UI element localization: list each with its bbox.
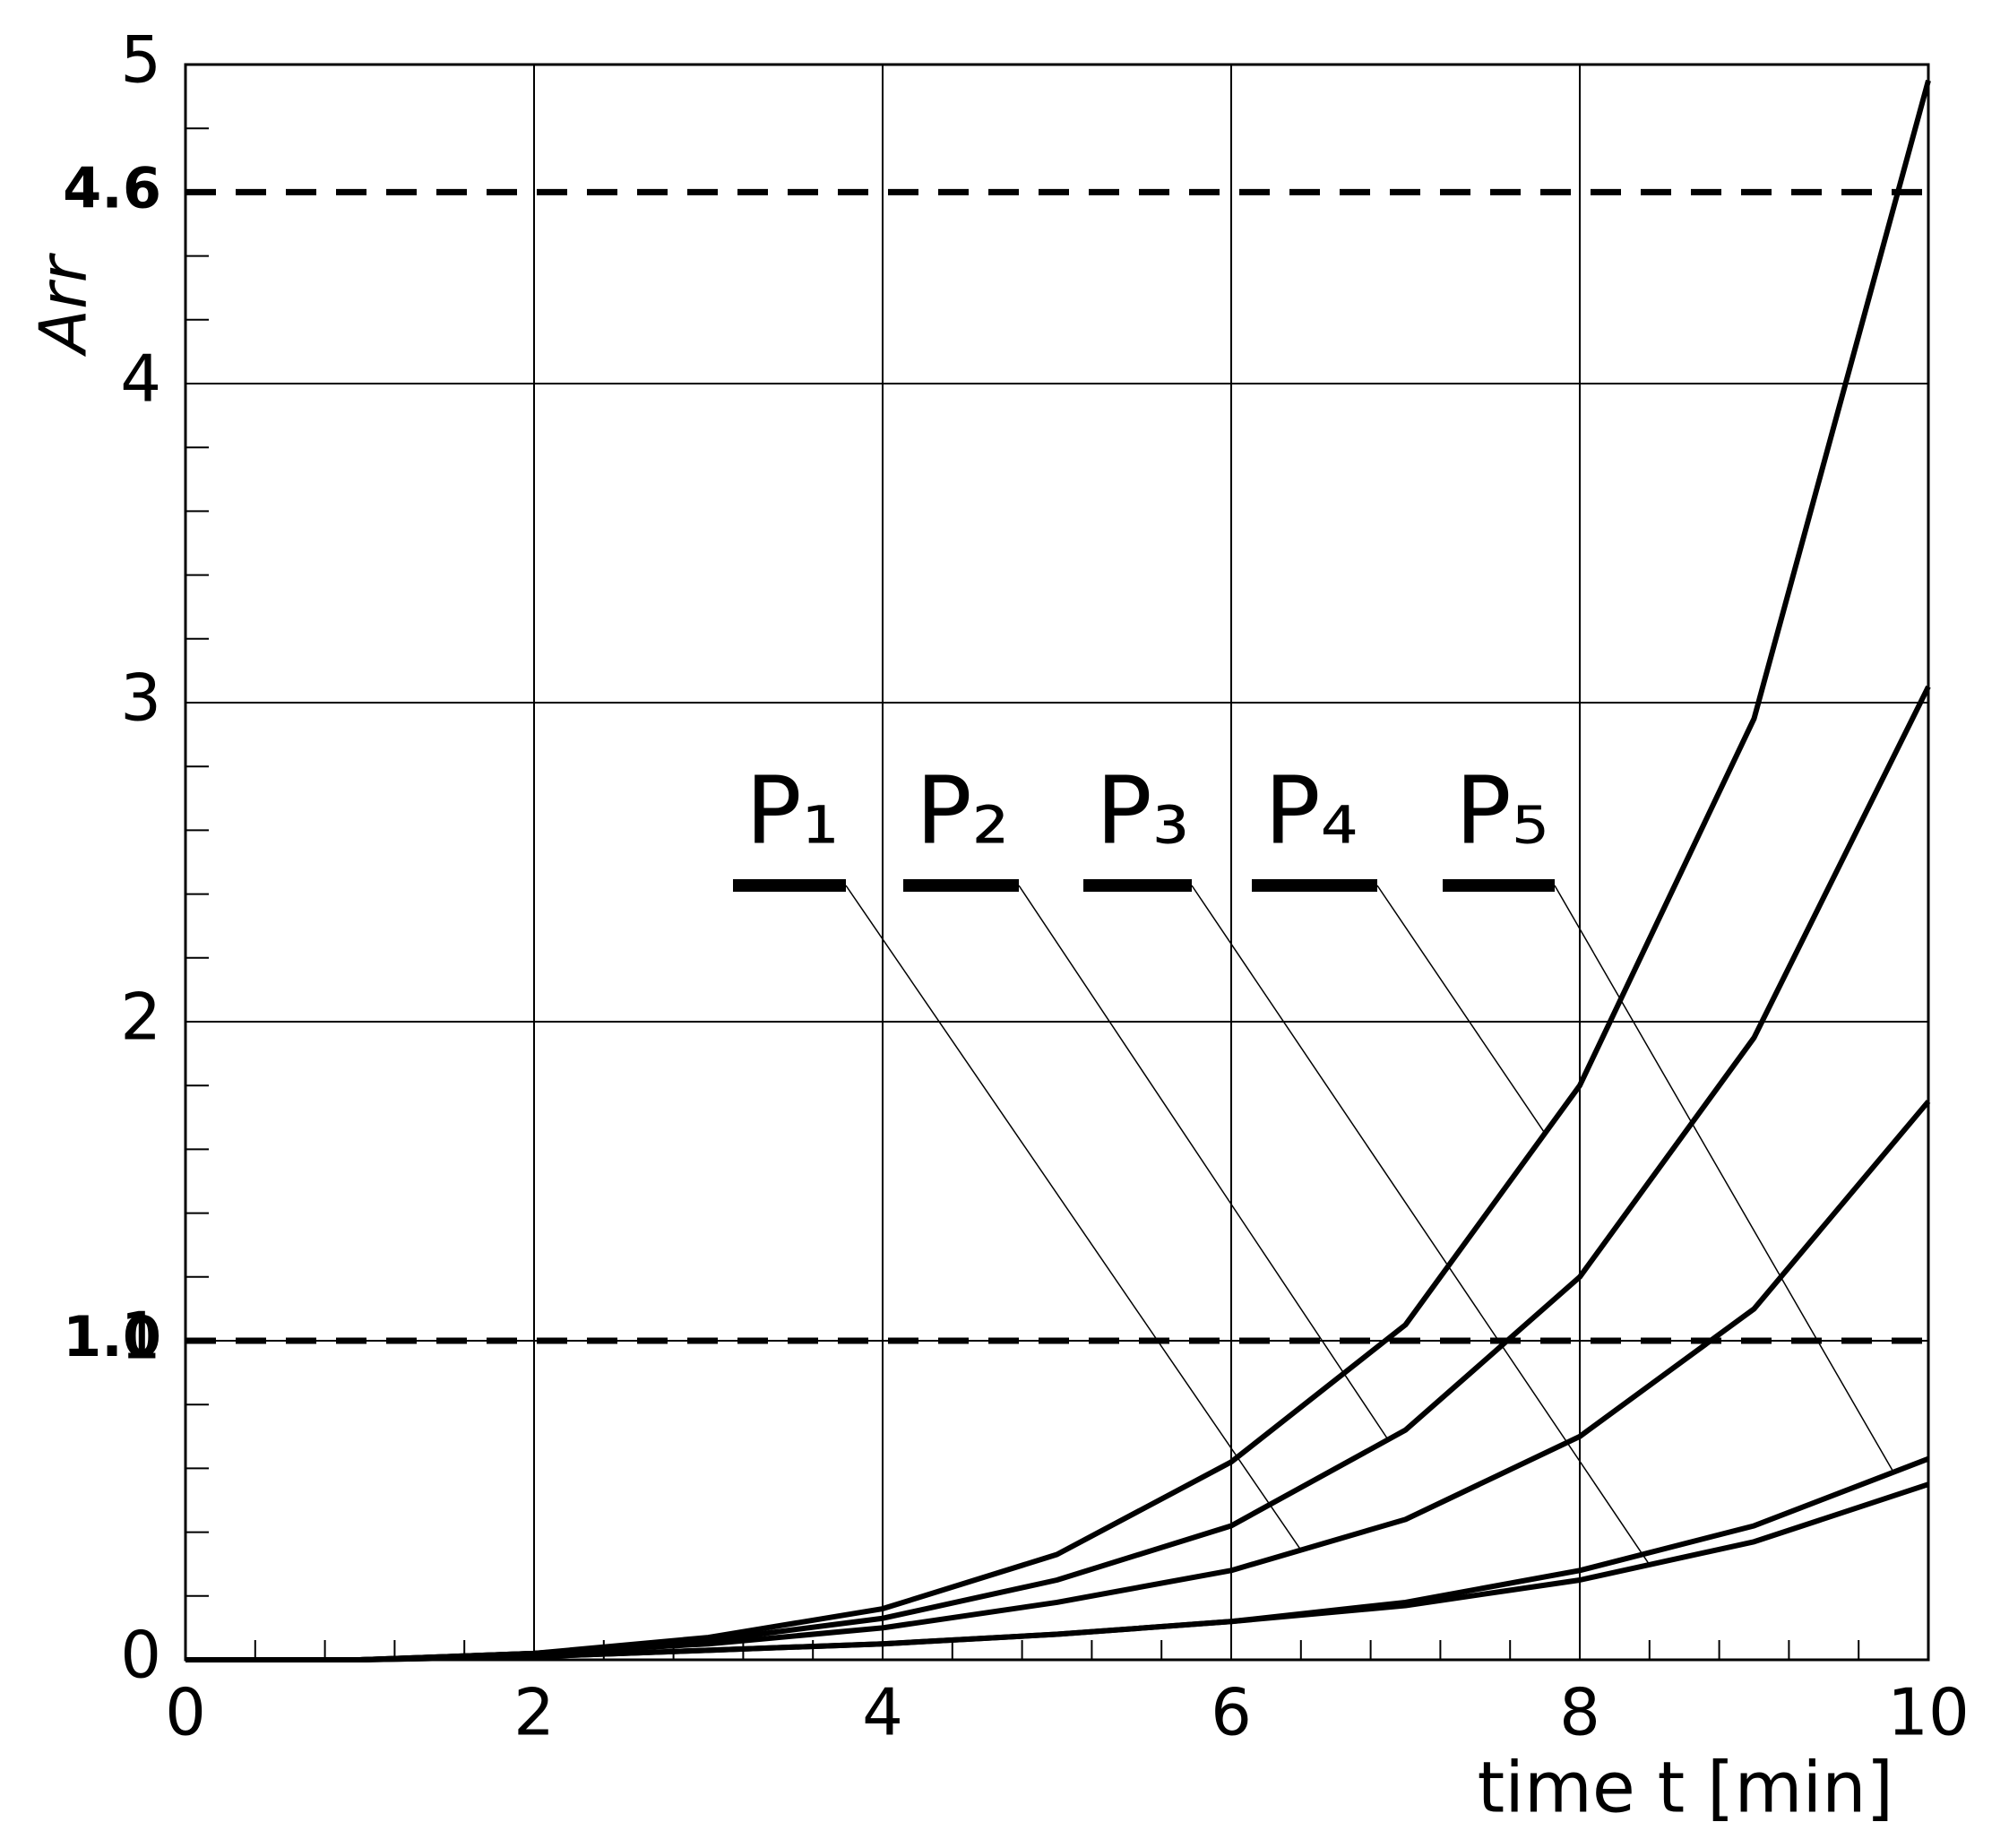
series-label: P₄ bbox=[1264, 756, 1358, 865]
y-tick-label: 0 bbox=[120, 1618, 161, 1693]
leader-line bbox=[1018, 885, 1389, 1440]
x-axis-label: time t [min] bbox=[1478, 1748, 1893, 1828]
series-label: P₅ bbox=[1455, 756, 1548, 865]
x-tick-label: 2 bbox=[513, 1675, 555, 1750]
series-line bbox=[185, 685, 1931, 1662]
series-label: P₃ bbox=[1096, 756, 1189, 865]
x-tick-label: 6 bbox=[1211, 1675, 1252, 1750]
y-tick-label: 2 bbox=[120, 980, 161, 1055]
x-tick-label: 4 bbox=[862, 1675, 903, 1750]
leader-line bbox=[845, 885, 1302, 1550]
y-tick-label: 4 bbox=[120, 341, 161, 417]
y-tick-label: 1 bbox=[120, 1299, 161, 1374]
x-tick-label: 10 bbox=[1887, 1675, 1970, 1750]
y-tick-label: 3 bbox=[120, 661, 161, 736]
x-tick-label: 0 bbox=[165, 1675, 206, 1750]
y-tick-label: 5 bbox=[120, 22, 161, 98]
x-tick-label: 8 bbox=[1559, 1675, 1600, 1750]
reference-label: 4.6 bbox=[63, 155, 161, 220]
leader-line bbox=[1191, 885, 1651, 1566]
series-label: P₂ bbox=[916, 756, 1009, 865]
series-line bbox=[185, 1100, 1931, 1662]
leader-line bbox=[1554, 885, 1894, 1473]
series-line bbox=[185, 1455, 1930, 1662]
series-line bbox=[185, 80, 1931, 1662]
series-label: P₁ bbox=[746, 756, 839, 865]
leader-line bbox=[1376, 885, 1546, 1135]
plot-frame bbox=[184, 63, 1930, 1662]
reference-label: 1.0 bbox=[63, 1304, 161, 1369]
y-axis-label: Arr bbox=[26, 252, 101, 357]
